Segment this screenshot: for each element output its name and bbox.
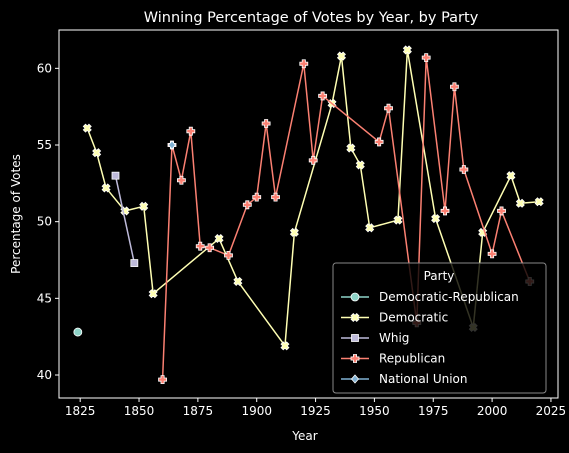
legend-title: Party <box>424 269 455 283</box>
legend: Party Democratic-Republican Democratic Whi… <box>332 262 547 394</box>
republican-point <box>308 155 318 165</box>
republican-point <box>384 103 393 113</box>
republican-point <box>205 243 215 253</box>
democratic-point <box>139 201 149 211</box>
democratic-point <box>82 123 92 133</box>
republican-point <box>186 126 196 136</box>
democratic-point <box>346 143 356 153</box>
democratic-point <box>289 227 299 237</box>
democratic-point <box>515 198 525 208</box>
legend-box <box>332 262 547 394</box>
legend-label: Democratic-Republican <box>379 290 519 304</box>
chart-title: Winning Percentage of Votes by Year, by … <box>144 10 479 26</box>
x-tick-label: 2000 <box>477 404 508 418</box>
democratic-point <box>101 183 111 193</box>
y-tick-label: 60 <box>37 61 52 75</box>
x-tick-label: 1825 <box>65 404 96 418</box>
series-democratic <box>82 45 544 351</box>
legend-marker <box>350 354 360 363</box>
legend-marker <box>350 374 360 384</box>
republican-point <box>318 91 328 101</box>
x-tick-label: 1850 <box>124 404 155 418</box>
democratic-republican-point <box>73 327 83 337</box>
x-tick-label: 1975 <box>418 404 449 418</box>
legend-label: Whig <box>379 331 409 345</box>
legend-marker <box>350 312 360 323</box>
legend-item-republican: Republican <box>341 352 445 366</box>
legend-item-democratic: Democratic <box>341 311 448 325</box>
series-whig <box>111 171 139 267</box>
national-union-point <box>167 140 177 150</box>
republican-point <box>497 206 506 216</box>
legend-label: Democratic <box>379 311 448 325</box>
republican-point <box>487 249 497 259</box>
x-tick-label: 1875 <box>183 404 214 418</box>
y-axis: 40 45 50 55 60 <box>37 61 59 382</box>
democratic-point <box>280 341 290 351</box>
legend-items: Democratic-Republican Democratic Whig Repub… <box>341 290 519 386</box>
republican-point <box>224 250 233 260</box>
republican-point <box>176 175 186 185</box>
democratic-point <box>365 223 375 233</box>
republican-point <box>261 119 271 128</box>
legend-marker <box>351 334 359 342</box>
republican-point <box>440 206 450 216</box>
legend-label: National Union <box>379 372 468 386</box>
democratic-point <box>506 171 516 181</box>
x-tick-label: 1925 <box>300 404 331 418</box>
legend-marker <box>350 292 360 302</box>
democratic-point <box>355 160 365 170</box>
republican-point <box>252 192 262 202</box>
democratic-point <box>402 45 412 55</box>
y-tick-label: 45 <box>37 291 52 305</box>
series-democratic-republican <box>73 327 83 337</box>
republican-point <box>299 59 309 69</box>
democratic-point <box>393 215 403 225</box>
republican-point <box>271 192 280 202</box>
legend-label: Republican <box>379 352 445 366</box>
democratic-point <box>233 276 243 286</box>
y-axis-label: Percentage of Votes <box>9 154 23 274</box>
democratic-point <box>92 148 102 158</box>
x-tick-label: 1900 <box>241 404 272 418</box>
y-tick-label: 55 <box>37 138 52 152</box>
series-national-union <box>167 140 177 150</box>
republican-point <box>374 137 384 147</box>
republican-point <box>450 82 459 92</box>
y-tick-label: 40 <box>37 368 52 382</box>
republican-point <box>421 53 431 62</box>
legend-item-democratic-republican: Democratic-Republican <box>341 290 519 304</box>
whig-point <box>130 259 139 267</box>
republican-line <box>161 56 531 380</box>
x-tick-label: 2025 <box>536 404 567 418</box>
y-tick-label: 50 <box>37 215 52 229</box>
democratic-point <box>534 197 544 207</box>
legend-item-national-union: National Union <box>341 372 468 386</box>
whig-line <box>114 175 136 264</box>
x-axis-label: Year <box>291 429 317 443</box>
x-tick-label: 1950 <box>359 404 390 418</box>
whig-point <box>111 171 120 180</box>
democratic-point <box>336 51 346 61</box>
republican-point <box>195 241 205 251</box>
republican-point <box>459 165 469 174</box>
democratic-point <box>148 289 158 299</box>
republican-point <box>242 200 252 210</box>
democratic-point <box>431 214 441 224</box>
legend-item-whig: Whig <box>341 331 409 345</box>
democratic-point <box>214 234 224 244</box>
republican-point <box>158 375 167 385</box>
x-axis: 1825 1850 1875 1900 1925 1950 1975 2000 2025 <box>65 398 566 418</box>
